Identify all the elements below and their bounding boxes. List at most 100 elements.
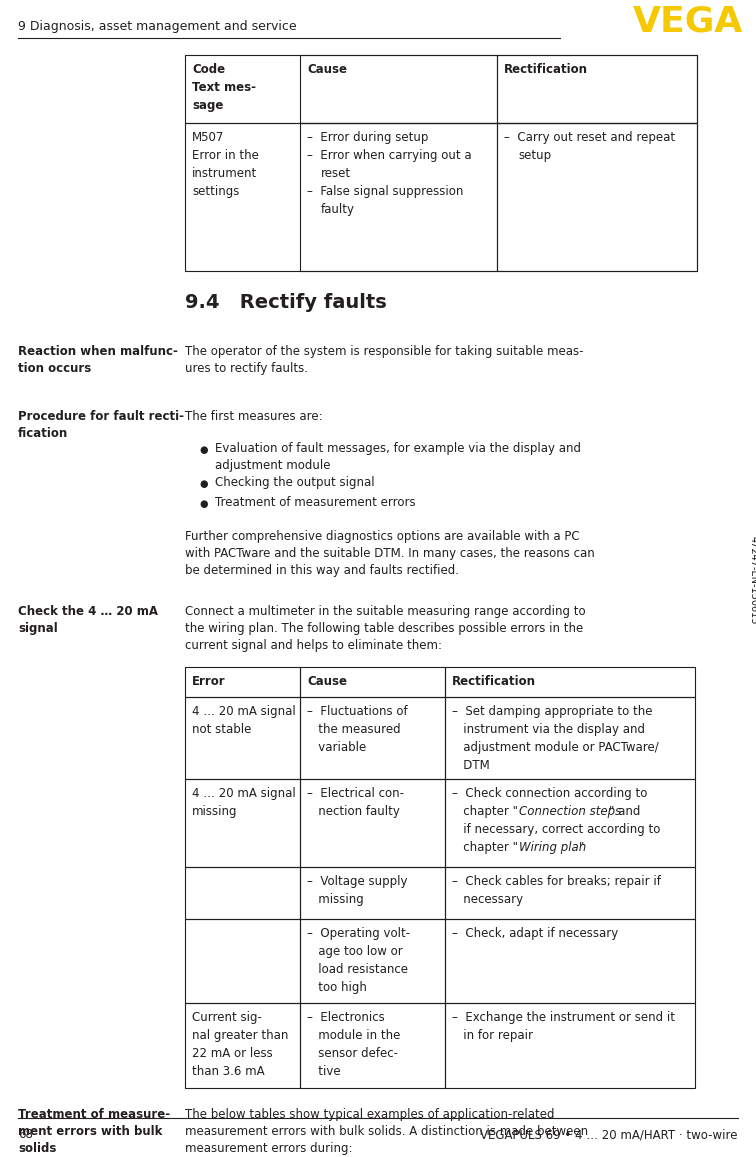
Text: Connection steps: Connection steps — [519, 805, 621, 818]
Text: " and: " and — [609, 805, 640, 818]
Text: –  Electrical con-: – Electrical con- — [307, 787, 404, 799]
Text: –  Set damping appropriate to the: – Set damping appropriate to the — [452, 705, 652, 718]
Bar — [185, 919, 300, 1003]
Text: chapter ": chapter " — [452, 841, 518, 854]
Bar — [300, 666, 445, 697]
Text: the wiring plan. The following table describes possible errors in the: the wiring plan. The following table des… — [185, 622, 583, 635]
Text: Rectification: Rectification — [504, 62, 588, 76]
Text: Cause: Cause — [307, 675, 347, 688]
Text: variable: variable — [307, 740, 366, 754]
Bar — [300, 867, 445, 919]
Text: 68: 68 — [18, 1128, 33, 1141]
Text: 4 … 20 mA signal: 4 … 20 mA signal — [192, 787, 296, 799]
Text: Error in the: Error in the — [192, 149, 259, 162]
Text: ●: ● — [199, 499, 207, 509]
Text: –  Check cables for breaks; repair if: – Check cables for breaks; repair if — [452, 875, 661, 889]
Text: Error: Error — [192, 675, 225, 688]
Text: nal greater than: nal greater than — [192, 1029, 288, 1042]
Text: Connect a multimeter in the suitable measuring range according to: Connect a multimeter in the suitable mea… — [185, 605, 586, 618]
Text: –  Operating volt-: – Operating volt- — [307, 927, 410, 939]
Text: The below tables show typical examples of application-related: The below tables show typical examples o… — [185, 1108, 554, 1121]
Text: Further comprehensive diagnostics options are available with a PC: Further comprehensive diagnostics option… — [185, 530, 580, 543]
Text: missing: missing — [192, 805, 237, 818]
Text: be determined in this way and faults rectified.: be determined in this way and faults rec… — [185, 563, 459, 577]
Bar — [300, 779, 445, 867]
Bar — [300, 123, 497, 271]
Text: solids: solids — [18, 1142, 57, 1155]
Text: Treatment of measurement errors: Treatment of measurement errors — [215, 496, 416, 509]
Text: –  Electronics: – Electronics — [307, 1011, 385, 1024]
Bar — [445, 867, 695, 919]
Bar — [300, 56, 497, 123]
Text: Procedure for fault recti-: Procedure for fault recti- — [18, 410, 184, 423]
Bar — [445, 919, 695, 1003]
Text: Rectification: Rectification — [452, 675, 536, 688]
Bar — [300, 697, 445, 779]
Text: load resistance: load resistance — [307, 963, 408, 977]
Bar — [185, 56, 697, 123]
Bar — [497, 123, 697, 271]
Text: –  Fluctuations of: – Fluctuations of — [307, 705, 407, 718]
Text: 9.4   Rectify faults: 9.4 Rectify faults — [185, 293, 387, 312]
Text: setup: setup — [518, 149, 551, 162]
Text: fication: fication — [18, 427, 68, 440]
Text: Text mes-: Text mes- — [192, 81, 256, 94]
Text: reset: reset — [321, 167, 351, 180]
Text: instrument: instrument — [192, 167, 257, 180]
Text: –  Check, adapt if necessary: – Check, adapt if necessary — [452, 927, 618, 939]
Text: –  Error during setup: – Error during setup — [307, 131, 429, 143]
Text: 9 Diagnosis, asset management and service: 9 Diagnosis, asset management and servic… — [18, 20, 296, 34]
Text: Code: Code — [192, 62, 225, 76]
Text: ●: ● — [199, 445, 207, 455]
Text: signal: signal — [18, 622, 57, 635]
Text: necessary: necessary — [452, 893, 523, 906]
Text: Checking the output signal: Checking the output signal — [215, 476, 375, 489]
Text: sage: sage — [192, 100, 223, 112]
Bar — [185, 666, 300, 697]
Text: module in the: module in the — [307, 1029, 401, 1042]
Text: Reaction when malfunc-: Reaction when malfunc- — [18, 345, 178, 358]
Text: –  Check connection according to: – Check connection according to — [452, 787, 647, 799]
Text: M507: M507 — [192, 131, 225, 143]
Text: age too low or: age too low or — [307, 945, 403, 958]
Bar — [445, 779, 695, 867]
Bar — [185, 697, 300, 779]
Text: adjustment module or PACTware/: adjustment module or PACTware/ — [452, 740, 658, 754]
Text: The operator of the system is responsible for taking suitable meas-: The operator of the system is responsibl… — [185, 345, 584, 358]
Text: tive: tive — [307, 1064, 341, 1078]
Text: DTM: DTM — [452, 759, 490, 772]
Text: –  False signal suppression: – False signal suppression — [307, 185, 463, 198]
Text: ●: ● — [199, 479, 207, 489]
Text: 47247-EN-150615: 47247-EN-150615 — [749, 536, 756, 625]
Text: ures to rectify faults.: ures to rectify faults. — [185, 362, 308, 375]
Text: too high: too high — [307, 981, 367, 994]
Text: instrument via the display and: instrument via the display and — [452, 723, 645, 736]
Bar — [185, 123, 697, 271]
Bar — [445, 697, 695, 779]
Bar — [300, 1003, 445, 1088]
Text: chapter ": chapter " — [452, 805, 518, 818]
Text: –  Carry out reset and repeat: – Carry out reset and repeat — [504, 131, 675, 143]
Text: the measured: the measured — [307, 723, 401, 736]
Text: VEGA: VEGA — [633, 5, 743, 39]
Bar — [185, 867, 300, 919]
Text: nection faulty: nection faulty — [307, 805, 400, 818]
Text: Check the 4 … 20 mA: Check the 4 … 20 mA — [18, 605, 158, 618]
Text: Evaluation of fault messages, for example via the display and: Evaluation of fault messages, for exampl… — [215, 442, 581, 455]
Bar — [445, 1003, 695, 1088]
Bar — [497, 56, 697, 123]
Text: 22 mA or less: 22 mA or less — [192, 1047, 273, 1060]
Bar — [445, 666, 695, 697]
Text: current signal and helps to eliminate them:: current signal and helps to eliminate th… — [185, 639, 442, 653]
Text: measurement errors with bulk solids. A distinction is made between: measurement errors with bulk solids. A d… — [185, 1125, 588, 1138]
Text: than 3.6 mA: than 3.6 mA — [192, 1064, 265, 1078]
Text: ment errors with bulk: ment errors with bulk — [18, 1125, 163, 1138]
Bar — [185, 779, 300, 867]
Text: not stable: not stable — [192, 723, 252, 736]
Text: Wiring plan: Wiring plan — [519, 841, 586, 854]
Text: Cause: Cause — [307, 62, 347, 76]
Bar — [185, 1003, 300, 1088]
Text: in for repair: in for repair — [452, 1029, 533, 1042]
Text: missing: missing — [307, 893, 364, 906]
Bar — [300, 919, 445, 1003]
